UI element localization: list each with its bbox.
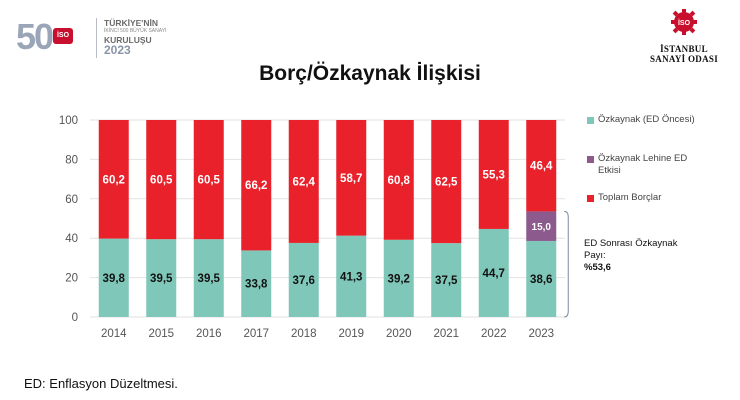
anniversary-badge: İSO: [53, 28, 73, 44]
bar-segment: [98, 120, 129, 239]
bar-segment: [431, 120, 462, 244]
gear-icon: İSO: [671, 9, 697, 35]
data-label: 60,5: [198, 175, 221, 187]
data-label: 62,4: [293, 176, 316, 188]
bar-segment: [336, 235, 367, 317]
data-label: 33,8: [245, 279, 268, 291]
iso-name-line2: SANAYİ ODASI: [649, 54, 719, 64]
iso-name-line1: İSTANBUL: [660, 44, 708, 54]
anniversary-text: TÜRKİYE'NİN İKİNCİ 500 BÜYÜK SANAYİ KURU…: [104, 18, 167, 57]
bar-segment: [431, 243, 462, 317]
data-label: 60,5: [150, 175, 173, 187]
anniversary-line1: TÜRKİYE'NİN: [104, 18, 158, 28]
anniversary-year: 2023: [104, 43, 131, 57]
x-tick-label: 2019: [338, 328, 364, 340]
y-tick-label: 100: [59, 115, 78, 127]
bar-segment: [383, 120, 414, 240]
data-label: 44,7: [483, 268, 505, 280]
anniversary-line2: İKİNCİ 500 BÜYÜK SANAYİ: [104, 28, 167, 34]
bar-segment: [98, 238, 129, 317]
logo-divider: [96, 18, 97, 58]
data-label: 15,0: [532, 222, 552, 233]
bar-segment: [526, 120, 557, 212]
data-label: 37,5: [435, 275, 458, 287]
x-tick-label: 2020: [386, 328, 412, 340]
data-label: 38,6: [530, 274, 552, 286]
bar-segment: [146, 120, 177, 240]
bar-segment: [241, 250, 272, 317]
iso-logo: İSO İSTANBUL SANAYİ ODASI: [644, 8, 724, 66]
anniversary-line3: KURULUŞU: [104, 35, 152, 45]
legend-swatch-equity: [587, 117, 594, 124]
legend-label-equity: Özkaynak (ED Öncesi): [598, 114, 695, 125]
y-tick-label: 0: [72, 312, 78, 324]
anniversary-number: 50: [16, 16, 54, 57]
data-label: 39,8: [103, 273, 126, 285]
data-label: 60,2: [103, 174, 125, 186]
bar-segment: [288, 242, 319, 317]
equity-share-annotation: ED Sonrası Özkaynak Payı: %53,6: [584, 238, 694, 274]
data-label: 39,5: [198, 273, 221, 285]
bar-segment: [336, 120, 367, 236]
data-label: 37,6: [293, 275, 315, 287]
x-tick-label: 2021: [433, 328, 459, 340]
x-tick-label: 2022: [481, 328, 507, 340]
x-tick-label: 2014: [101, 328, 127, 340]
bar-segment: [526, 211, 557, 241]
legend-swatch-inflation-effect: [587, 156, 594, 163]
iso-name: İSTANBUL SANAYİ ODASI: [644, 44, 724, 64]
bar-segment: [526, 240, 557, 317]
x-tick-label: 2017: [243, 328, 269, 340]
bar-segment: [193, 239, 224, 317]
chart-title: Borç/Özkaynak İlişkisi: [259, 62, 481, 85]
bar-segment: [288, 120, 319, 243]
data-label: 39,5: [150, 273, 173, 285]
data-label: 66,2: [245, 180, 267, 192]
bar-segment: [146, 239, 177, 317]
iso-badge-text: İSO: [678, 19, 691, 27]
bar-segment: [193, 120, 224, 240]
x-tick-label: 2018: [291, 328, 317, 340]
x-tick-label: 2016: [196, 328, 222, 340]
anniversary-logo: 50 İSO TÜRKİYE'NİN İKİNCİ 500 BÜYÜK SANA…: [16, 12, 206, 60]
data-label: 60,8: [388, 175, 411, 187]
x-tick-label: 2023: [528, 328, 554, 340]
legend-label-total-debt: Toplam Borçlar: [598, 192, 662, 203]
annotation-line2: Payı:: [584, 250, 606, 261]
annotation-line1: ED Sonrası Özkaynak: [584, 238, 678, 249]
y-tick-label: 40: [65, 233, 78, 245]
data-label: 58,7: [340, 173, 362, 185]
annotation-value: %53,6: [584, 262, 611, 273]
y-tick-label: 20: [65, 273, 78, 285]
bar-segment: [241, 120, 272, 251]
equity-bracket: [564, 210, 569, 318]
y-tick-label: 80: [65, 154, 78, 166]
data-label: 41,3: [340, 271, 362, 283]
data-label: 39,2: [388, 273, 410, 285]
data-label: 55,3: [483, 169, 505, 181]
x-tick-label: 2015: [148, 328, 174, 340]
legend-swatch-total-debt: [587, 195, 594, 202]
legend-label-inflation-effect: Özkaynak Lehine ED Etkisi: [598, 153, 688, 176]
data-label: 46,4: [530, 161, 553, 173]
footnote: ED: Enflasyon Düzeltmesi.: [24, 376, 178, 391]
bar-segment: [478, 120, 509, 229]
bar-segment: [383, 239, 414, 317]
y-tick-label: 60: [65, 194, 78, 206]
data-label: 62,5: [435, 177, 458, 189]
bar-segment: [478, 228, 509, 317]
